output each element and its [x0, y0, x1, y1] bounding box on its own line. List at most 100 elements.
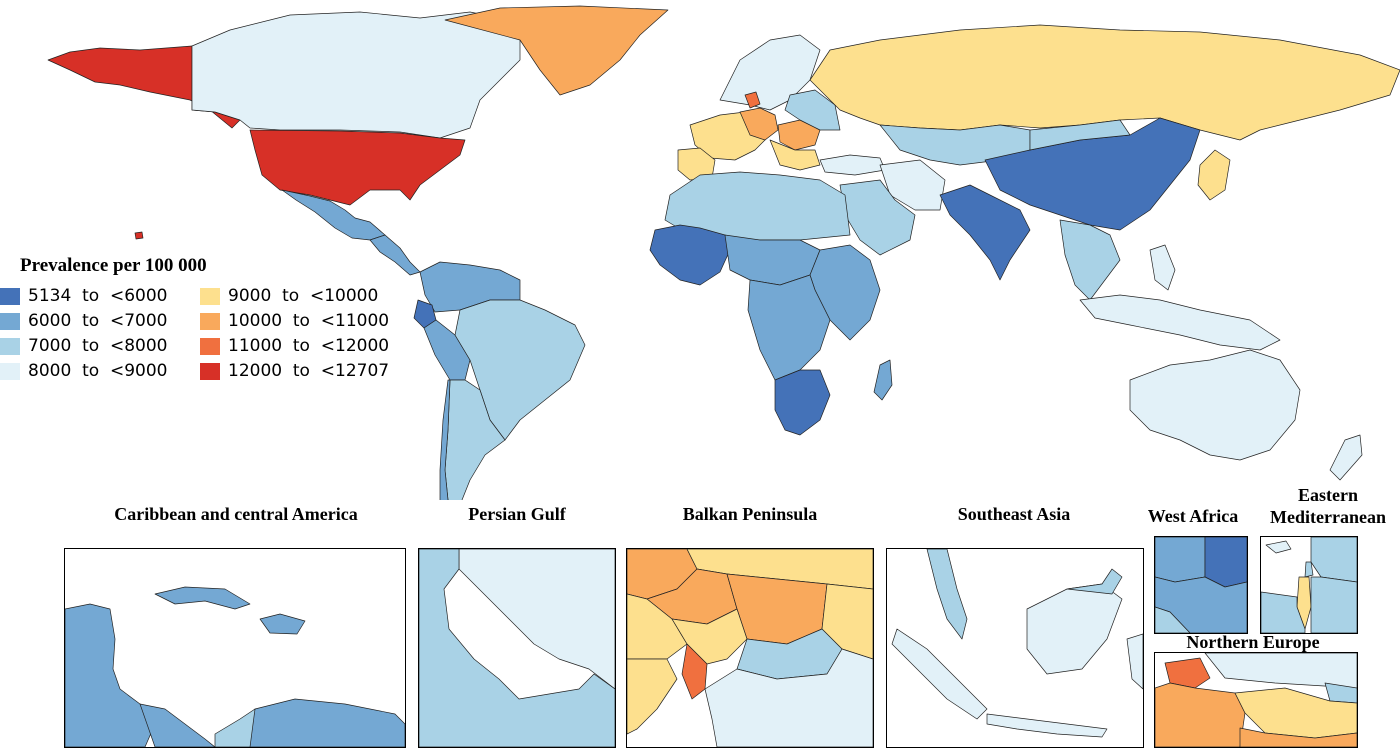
inset-title-northern-europe: Northern Europe: [1186, 632, 1320, 652]
region-syria-inset[interactable]: [1310, 537, 1357, 583]
region-sumatra-inset[interactable]: [891, 628, 988, 720]
region-egypt-inset[interactable]: [1261, 591, 1306, 633]
legend-swatch: [0, 337, 20, 355]
region-mexico-inset[interactable]: [65, 603, 156, 747]
inset-title-persian-gulf: Persian Gulf: [468, 504, 566, 524]
inset-title-southeast-asia: Southeast Asia: [957, 504, 1071, 524]
region-arabia[interactable]: [839, 179, 916, 256]
region-australia[interactable]: [1129, 349, 1301, 461]
world-map: [47, 5, 1400, 500]
region-denmark[interactable]: [744, 91, 761, 109]
region-indonesia[interactable]: [1079, 294, 1281, 351]
region-new-zealand[interactable]: [1329, 434, 1363, 481]
legend-item-4: 8000 to <9000: [0, 360, 200, 382]
region-central-america-inset[interactable]: [139, 703, 216, 747]
region-albania-inset[interactable]: [681, 643, 708, 700]
region-mali-inset[interactable]: [1204, 537, 1247, 588]
inset-map-northern-europe: [1154, 652, 1358, 748]
region-venezuela-inset[interactable]: [244, 698, 405, 747]
region-arabia-inset[interactable]: [419, 549, 615, 747]
legend-swatch: [0, 287, 20, 305]
region-germany[interactable]: [739, 107, 779, 141]
legend-item-3: 7000 to <8000: [0, 335, 200, 357]
region-southern-africa[interactable]: [774, 369, 831, 436]
legend-swatch: [200, 337, 220, 355]
region-iran-inset[interactable]: [458, 549, 615, 690]
legend-label: 12000 to <12707: [228, 361, 390, 381]
legend-label: 10000 to <11000: [228, 311, 390, 331]
legend-swatch: [0, 362, 20, 380]
region-greece-inset[interactable]: [704, 648, 873, 747]
inset-map-balkan: [626, 548, 874, 748]
legend-label: 11000 to <12000: [228, 336, 390, 356]
region-germany-inset[interactable]: [1155, 682, 1246, 747]
region-west-africa[interactable]: [649, 224, 731, 286]
region-hispaniola-inset[interactable]: [259, 613, 306, 635]
legend-item-1: 5134 to <6000: [0, 285, 200, 307]
inset-title-west-africa: West Africa: [1147, 506, 1239, 526]
region-turkey[interactable]: [819, 154, 886, 176]
region-brazil[interactable]: [454, 299, 586, 441]
inset-map-persian-gulf: [418, 548, 616, 748]
inset-map-west-africa: [1154, 536, 1248, 634]
legend-item-8: 12000 to <12707: [200, 360, 400, 382]
region-japan-korea[interactable]: [1197, 149, 1231, 201]
region-baltic-belarus-ukraine[interactable]: [784, 89, 841, 131]
legend-item-6: 10000 to <11000: [200, 310, 400, 332]
region-baltics-inset[interactable]: [1324, 682, 1357, 704]
region-scandinavia[interactable]: [719, 34, 821, 111]
legend-label: 5134 to <6000: [28, 286, 168, 306]
inset-title-eastern-med-line2: Mediterranean: [1270, 507, 1386, 527]
region-czechia-inset[interactable]: [1239, 727, 1357, 747]
inset-title-caribbean: Caribbean and central America: [114, 504, 358, 524]
region-sulawesi-inset[interactable]: [1126, 633, 1143, 690]
legend-swatch: [200, 362, 220, 380]
legend-swatch: [200, 287, 220, 305]
region-sabah-inset[interactable]: [1066, 568, 1123, 595]
region-poland-inset[interactable]: [1234, 687, 1357, 739]
region-hawaii[interactable]: [134, 231, 144, 240]
region-cuba-inset[interactable]: [154, 586, 251, 610]
legend-item-2: 6000 to <7000: [0, 310, 200, 332]
legend-title: Prevalence per 100 000: [20, 255, 207, 276]
region-sierra-leone-inset[interactable]: [1155, 606, 1191, 633]
region-malay-peninsula-inset[interactable]: [926, 549, 968, 640]
region-central-africa[interactable]: [747, 274, 831, 381]
region-indochina[interactable]: [1059, 219, 1121, 301]
region-peru[interactable]: [423, 319, 471, 381]
legend-label: 6000 to <7000: [28, 311, 168, 331]
region-borneo-inset[interactable]: [1026, 583, 1123, 675]
legend-item-7: 11000 to <12000: [200, 335, 400, 357]
legend-label: 8000 to <9000: [28, 361, 168, 381]
region-mongolia[interactable]: [1029, 119, 1131, 151]
legend-swatch: [0, 312, 20, 330]
inset-map-southeast-asia: [886, 548, 1144, 748]
region-mauritania-inset[interactable]: [1155, 537, 1206, 583]
inset-title-eastern-med-line1: Eastern: [1298, 485, 1358, 505]
legend-label: 9000 to <10000: [228, 286, 379, 306]
region-usa[interactable]: [249, 129, 466, 206]
region-colombia-inset[interactable]: [214, 708, 256, 747]
region-canada[interactable]: [191, 11, 521, 139]
region-chile[interactable]: [439, 379, 451, 500]
legend-item-5: 9000 to <10000: [200, 285, 400, 307]
region-madagascar[interactable]: [873, 359, 893, 401]
region-norway-sweden-inset[interactable]: [1204, 653, 1357, 689]
region-south-asia[interactable]: [939, 184, 1031, 281]
region-greenland[interactable]: [444, 5, 669, 96]
region-denmark-inset[interactable]: [1164, 657, 1211, 689]
region-java-inset[interactable]: [986, 713, 1108, 738]
region-cyprus-inset[interactable]: [1265, 540, 1292, 554]
region-central-america[interactable]: [369, 234, 421, 276]
region-italy-inset[interactable]: [627, 658, 678, 735]
region-lebanon-inset[interactable]: [1304, 561, 1314, 578]
region-jordan-inset[interactable]: [1310, 576, 1357, 633]
inset-title-balkan: Balkan Peninsula: [682, 504, 818, 524]
inset-title-eastern-med: Eastern Mediterranean: [1256, 484, 1400, 528]
region-philippines[interactable]: [1149, 244, 1176, 291]
inset-map-caribbean: [64, 548, 406, 748]
legend-label: 7000 to <8000: [28, 336, 168, 356]
region-balkans[interactable]: [769, 139, 821, 171]
inset-map-eastern-med: [1260, 536, 1358, 634]
legend-swatch: [200, 312, 220, 330]
